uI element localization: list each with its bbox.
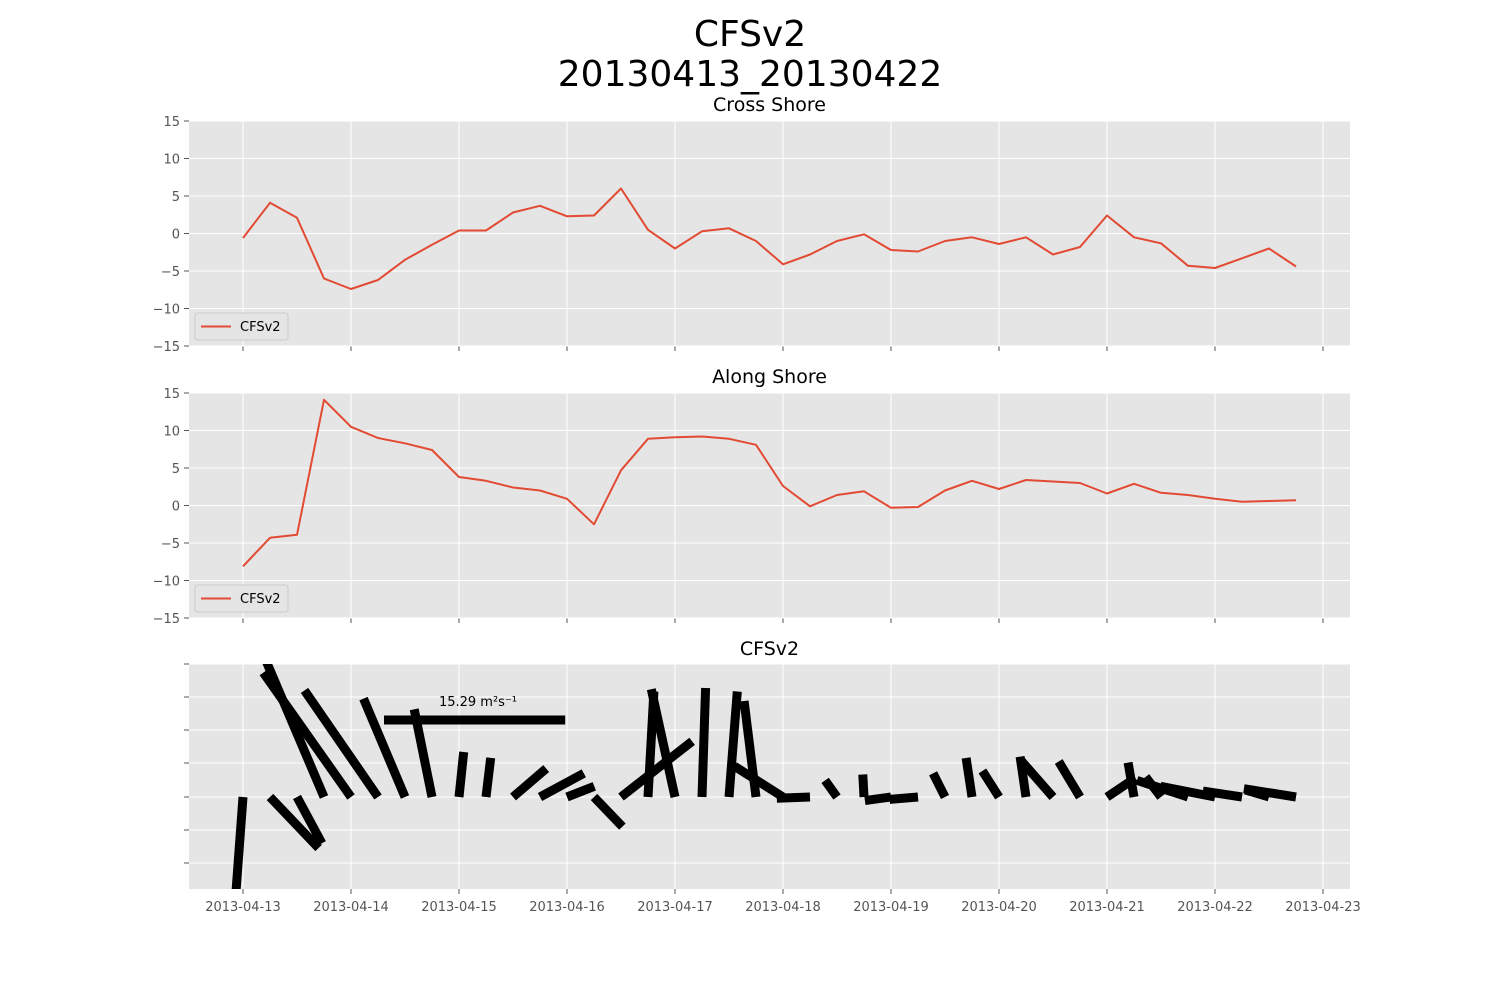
figure-title-line1: CFSv2	[694, 14, 806, 55]
quiver-arrow	[293, 794, 326, 846]
quiver-arrow	[889, 792, 919, 804]
quiver-arrow	[858, 774, 869, 798]
y-tick-label: 10	[163, 153, 180, 168]
y-tick-label: 15	[163, 115, 180, 130]
x-tick-label: 2013-04-13	[205, 900, 281, 915]
quiver-arrow	[590, 793, 626, 830]
legend-label: CFSv2	[240, 320, 281, 335]
quiver-arrows	[231, 664, 1297, 889]
y-tick-label: 0	[172, 500, 180, 515]
x-tick-label: 2013-04-22	[1177, 900, 1253, 915]
quiver-arrow	[481, 757, 496, 798]
quiver-arrow	[266, 793, 322, 852]
quiver-arrow	[1123, 761, 1139, 798]
legend: CFSv2	[194, 584, 289, 613]
quiver-arrow	[724, 691, 742, 798]
quiver-panel: 2013-04-13 2013-04-14 2013-04-15 2013-04-16…	[184, 638, 1361, 915]
legend-label: CFSv2	[240, 592, 281, 607]
quiver-arrow	[978, 768, 1003, 800]
x-tick-label: 2013-04-17	[637, 900, 713, 915]
quiver-arrow	[1202, 786, 1243, 802]
quiver-key-label: 15.29 m²s⁻¹	[439, 695, 517, 710]
quiver-arrow	[510, 765, 550, 801]
quiver-arrow	[821, 777, 841, 800]
x-tick-label: 2013-04-21	[1069, 900, 1145, 915]
quiver-arrow	[961, 757, 977, 798]
quiver-arrow	[231, 796, 248, 889]
axes-title: Cross Shore	[713, 94, 826, 116]
x-tick-label: 2013-04-14	[313, 900, 389, 915]
x-tick-label: 2013-04-16	[529, 900, 605, 915]
axes-title: Along Shore	[712, 366, 827, 388]
figure-title-line2: 20130413_20130422	[558, 54, 942, 95]
x-tick-label: 2013-04-15	[421, 900, 497, 915]
y-tick-label: −5	[161, 265, 180, 280]
y-tick-label: −10	[153, 303, 180, 318]
x-tick-label: 2013-04-20	[961, 900, 1037, 915]
quiver-arrow	[537, 769, 586, 801]
legend-box	[194, 312, 289, 341]
quiver-arrow	[259, 670, 355, 800]
quiver-arrow	[731, 762, 786, 801]
y-tick-label: −15	[153, 612, 180, 627]
y-tick-label: −15	[153, 340, 180, 355]
axes-title: CFSv2	[740, 638, 799, 660]
quiver-arrow	[300, 687, 382, 800]
quiver-arrow	[618, 737, 695, 801]
y-tick-label: 0	[172, 228, 180, 243]
series-line	[242, 187, 1297, 290]
cross-shore-panel: 15 10 5 0 −5 −10 −15 Cross Shore CFSv2	[153, 94, 1350, 355]
legend: CFSv2	[194, 312, 289, 341]
x-tick-label: 2013-04-23	[1285, 900, 1361, 915]
y-tick-label: −10	[153, 575, 180, 590]
y-tick-label: 10	[163, 425, 180, 440]
legend-box	[194, 584, 289, 613]
quiver-arrow	[697, 687, 711, 798]
x-tick-label: 2013-04-18	[745, 900, 821, 915]
quiver-arrow	[1054, 759, 1084, 800]
y-tick-label: −5	[161, 537, 180, 552]
quiver-arrow	[565, 782, 596, 802]
quiver-arrow	[359, 696, 410, 799]
quiver-arrow	[1243, 784, 1297, 802]
quiver-arrow	[1016, 756, 1057, 800]
x-tick-label: 2013-04-19	[853, 900, 929, 915]
axes-background	[189, 664, 1350, 889]
quiver-arrow	[646, 688, 680, 798]
quiver-arrow	[929, 771, 950, 800]
quiver-arrow	[454, 751, 469, 798]
quiver-arrow	[864, 792, 892, 806]
series-line	[242, 398, 1297, 567]
y-tick-label: 15	[163, 387, 180, 402]
along-shore-panel: 15 10 5 0 −5 −10 −15 Along Shore CFSv2	[153, 366, 1350, 627]
quiver-arrow	[776, 792, 811, 803]
y-tick-label: 5	[172, 190, 180, 205]
y-tick-label: 5	[172, 462, 180, 477]
